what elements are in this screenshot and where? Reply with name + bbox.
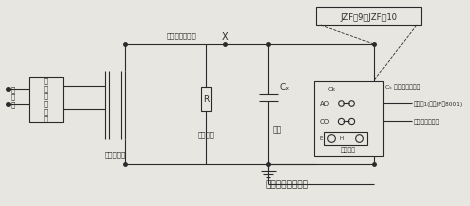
- Text: 输入单元: 输入单元: [341, 146, 356, 152]
- Text: Cₖ 无感电耦合电容: Cₖ 无感电耦合电容: [385, 84, 421, 89]
- Bar: [314, 82, 383, 156]
- Text: H: H: [340, 136, 344, 141]
- Text: 滤
波
电
源
控
制: 滤 波 电 源 控 制: [44, 77, 48, 122]
- Text: 去放大器输入端: 去放大器输入端: [414, 119, 440, 124]
- Text: Ck: Ck: [328, 87, 336, 92]
- Bar: [316, 8, 422, 26]
- Bar: [29, 78, 63, 122]
- Text: 可接入阻塞线圈: 可接入阻塞线圈: [167, 33, 197, 39]
- Text: CO: CO: [320, 118, 330, 124]
- Text: R: R: [203, 95, 209, 104]
- Text: 试验变压器: 试验变压器: [104, 151, 125, 158]
- Text: 滤波柱1(只有JF－8001): 滤波柱1(只有JF－8001): [414, 101, 463, 106]
- Text: X: X: [222, 32, 228, 42]
- Text: 高压电阔: 高压电阔: [197, 131, 214, 138]
- Text: E: E: [320, 136, 323, 141]
- Text: Cₓ: Cₓ: [280, 83, 290, 92]
- Text: JZF－9或JZF－10: JZF－9或JZF－10: [340, 12, 397, 21]
- Bar: [201, 88, 211, 111]
- Bar: [324, 132, 367, 145]
- Text: 主
电
源: 主 电 源: [10, 86, 15, 107]
- Text: AO: AO: [320, 101, 330, 107]
- Text: 试样: 试样: [273, 125, 282, 134]
- Text: 去核高压电阔插座: 去核高压电阔插座: [266, 180, 309, 188]
